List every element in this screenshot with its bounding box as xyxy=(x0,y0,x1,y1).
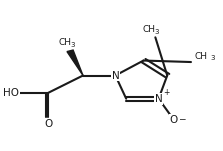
Text: 3: 3 xyxy=(70,42,74,48)
Text: CH: CH xyxy=(194,51,207,61)
Text: 3: 3 xyxy=(210,55,215,61)
Polygon shape xyxy=(67,50,83,76)
Text: O: O xyxy=(44,119,53,129)
Text: N: N xyxy=(112,71,119,80)
Text: +: + xyxy=(164,88,170,97)
Text: N: N xyxy=(155,94,163,104)
Text: −: − xyxy=(178,114,186,123)
Text: HO: HO xyxy=(3,88,19,98)
Text: CH: CH xyxy=(142,25,155,34)
Text: 3: 3 xyxy=(154,29,159,35)
Text: CH: CH xyxy=(58,38,71,47)
Text: O: O xyxy=(169,115,178,125)
